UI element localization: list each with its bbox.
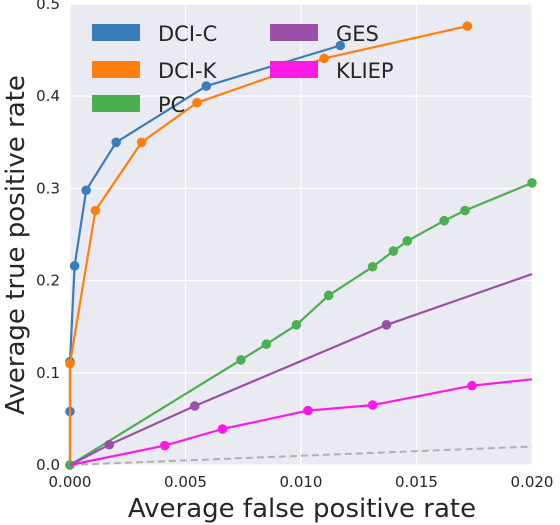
data-point-kliep	[159, 440, 170, 451]
legend-swatch	[270, 24, 318, 41]
data-point-pc	[388, 246, 399, 256]
x-tick-label: 0.015	[395, 473, 438, 491]
series-pc	[65, 178, 537, 470]
data-point-dci-k	[462, 21, 473, 31]
y-tick-labels: 0.0 0.1 0.2 0.3 0.4 0.5	[36, 0, 60, 474]
data-point-dci-c	[201, 81, 212, 91]
data-point-pc	[460, 205, 470, 216]
legend-swatch	[92, 24, 140, 41]
x-tick-label: 0.020	[511, 473, 554, 491]
data-point-dci-c	[111, 137, 121, 148]
x-axis-label: Average false positive rate	[128, 494, 476, 524]
grid	[69, 3, 533, 466]
legend-label: DCI-C	[158, 22, 217, 46]
legend-label: KLIEP	[336, 59, 394, 83]
legend-swatch	[270, 61, 318, 78]
data-point-kliep	[217, 424, 228, 434]
x-tick-label: 0.005	[164, 473, 207, 491]
y-axis-label: Average true positive rate	[1, 75, 31, 415]
data-point-pc	[261, 339, 272, 350]
data-point-ges	[381, 320, 392, 330]
series-group	[65, 21, 537, 470]
data-point-kliep	[467, 380, 477, 391]
data-point-dci-k	[90, 205, 101, 216]
legend-swatch	[92, 61, 140, 78]
data-point-ges	[189, 401, 200, 411]
y-tick-label: 0.0	[36, 456, 60, 474]
data-point-pc	[236, 355, 246, 365]
series-ges	[69, 273, 533, 466]
data-point-ges	[104, 439, 115, 450]
legend-label: DCI-K	[158, 59, 218, 83]
data-point-pc	[367, 261, 378, 272]
data-point-pc	[323, 290, 334, 301]
legend-swatch	[92, 95, 140, 112]
data-point-pc	[291, 320, 302, 330]
data-point-pc	[439, 215, 450, 226]
data-point-dci-k	[192, 97, 202, 108]
data-point-pc	[402, 236, 413, 246]
legend-label: PC	[158, 93, 185, 117]
data-point-kliep	[303, 405, 313, 416]
data-point-dci-c	[335, 40, 346, 51]
legend-label: GES	[336, 22, 379, 46]
legend: DCI-C DCI-K PC GES KLIEP	[92, 22, 394, 117]
series-kliep	[69, 378, 533, 467]
data-point-dci-k	[319, 53, 329, 64]
y-tick-label: 0.4	[36, 87, 60, 105]
data-point-pc	[527, 178, 537, 188]
data-point-kliep	[367, 400, 378, 410]
data-point-dci-k	[65, 358, 75, 369]
reference-line	[69, 445, 533, 466]
y-tick-label: 0.2	[36, 272, 60, 290]
data-point-dci-c	[69, 261, 80, 271]
y-tick-label: 0.5	[36, 0, 60, 13]
y-tick-label: 0.3	[36, 179, 60, 197]
y-tick-label: 0.1	[36, 364, 60, 382]
x-tick-label: 0.010	[280, 473, 323, 491]
x-tick-labels: 0.000 0.005 0.010 0.015 0.020	[49, 473, 554, 491]
reference-dashed-line	[69, 445, 533, 466]
data-point-dci-c	[81, 185, 91, 196]
x-tick-label: 0.000	[49, 473, 92, 491]
data-point-dci-k	[136, 137, 147, 148]
